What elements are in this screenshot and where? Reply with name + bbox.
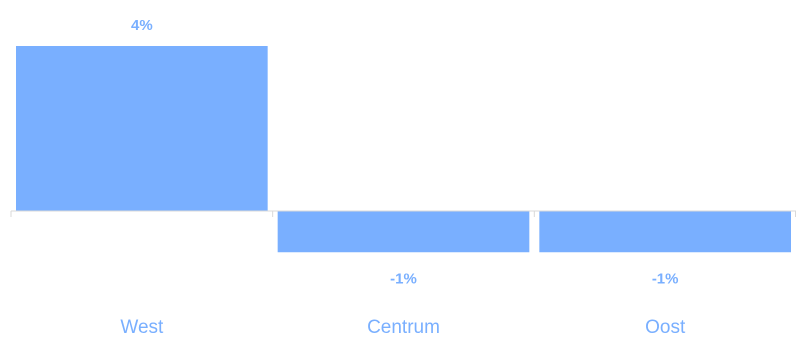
category-label-west: West [120, 317, 164, 338]
data-label-oost: -1% [652, 270, 679, 287]
category-label-oost: Oost [645, 317, 686, 338]
bar-centrum [277, 211, 530, 253]
bar-oost [539, 211, 791, 253]
data-label-centrum: -1% [390, 270, 417, 287]
bar-west [16, 46, 268, 211]
category-label-centrum: Centrum [367, 317, 440, 338]
data-label-west: 4% [131, 17, 153, 34]
